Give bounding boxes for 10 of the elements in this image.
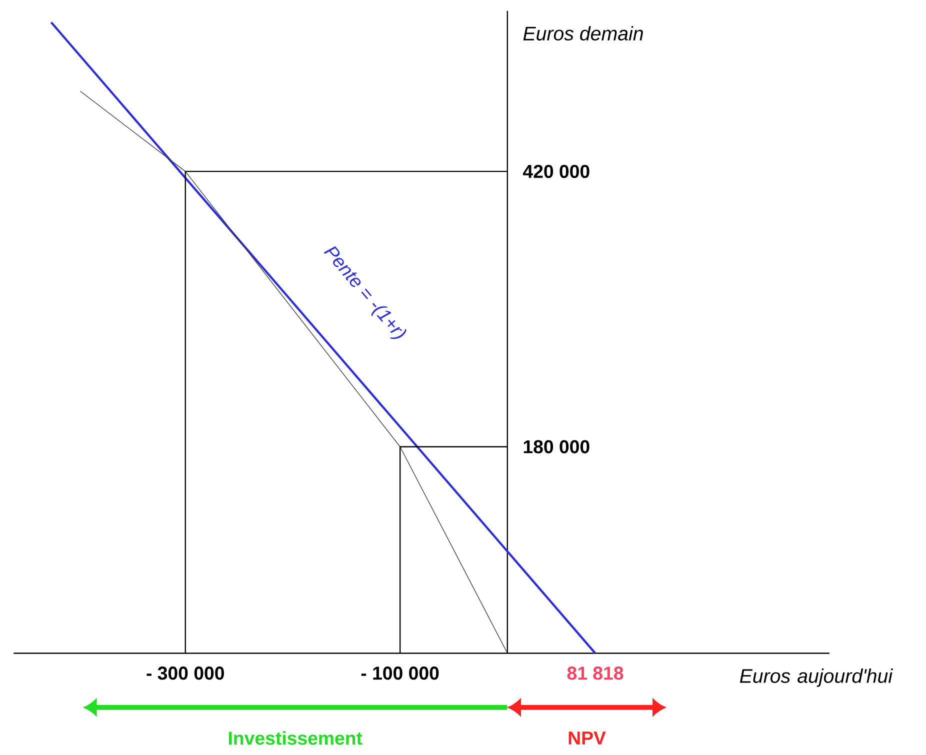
- y-tick-label: 180 000: [524, 440, 590, 454]
- line-series: [80, 90, 508, 654]
- y-tick-label: 420 000: [522, 164, 590, 178]
- x-tick-label: 81 818: [567, 666, 624, 680]
- x-tick-label: - 300 000: [146, 666, 224, 680]
- x-tick-label: - 100 000: [361, 666, 439, 680]
- x-axis-title: Euros aujourd'hui: [740, 668, 893, 687]
- text: Investissement: [228, 731, 362, 745]
- y-axis-title: Euros demain: [523, 26, 643, 41]
- text: NPV: [568, 732, 606, 745]
